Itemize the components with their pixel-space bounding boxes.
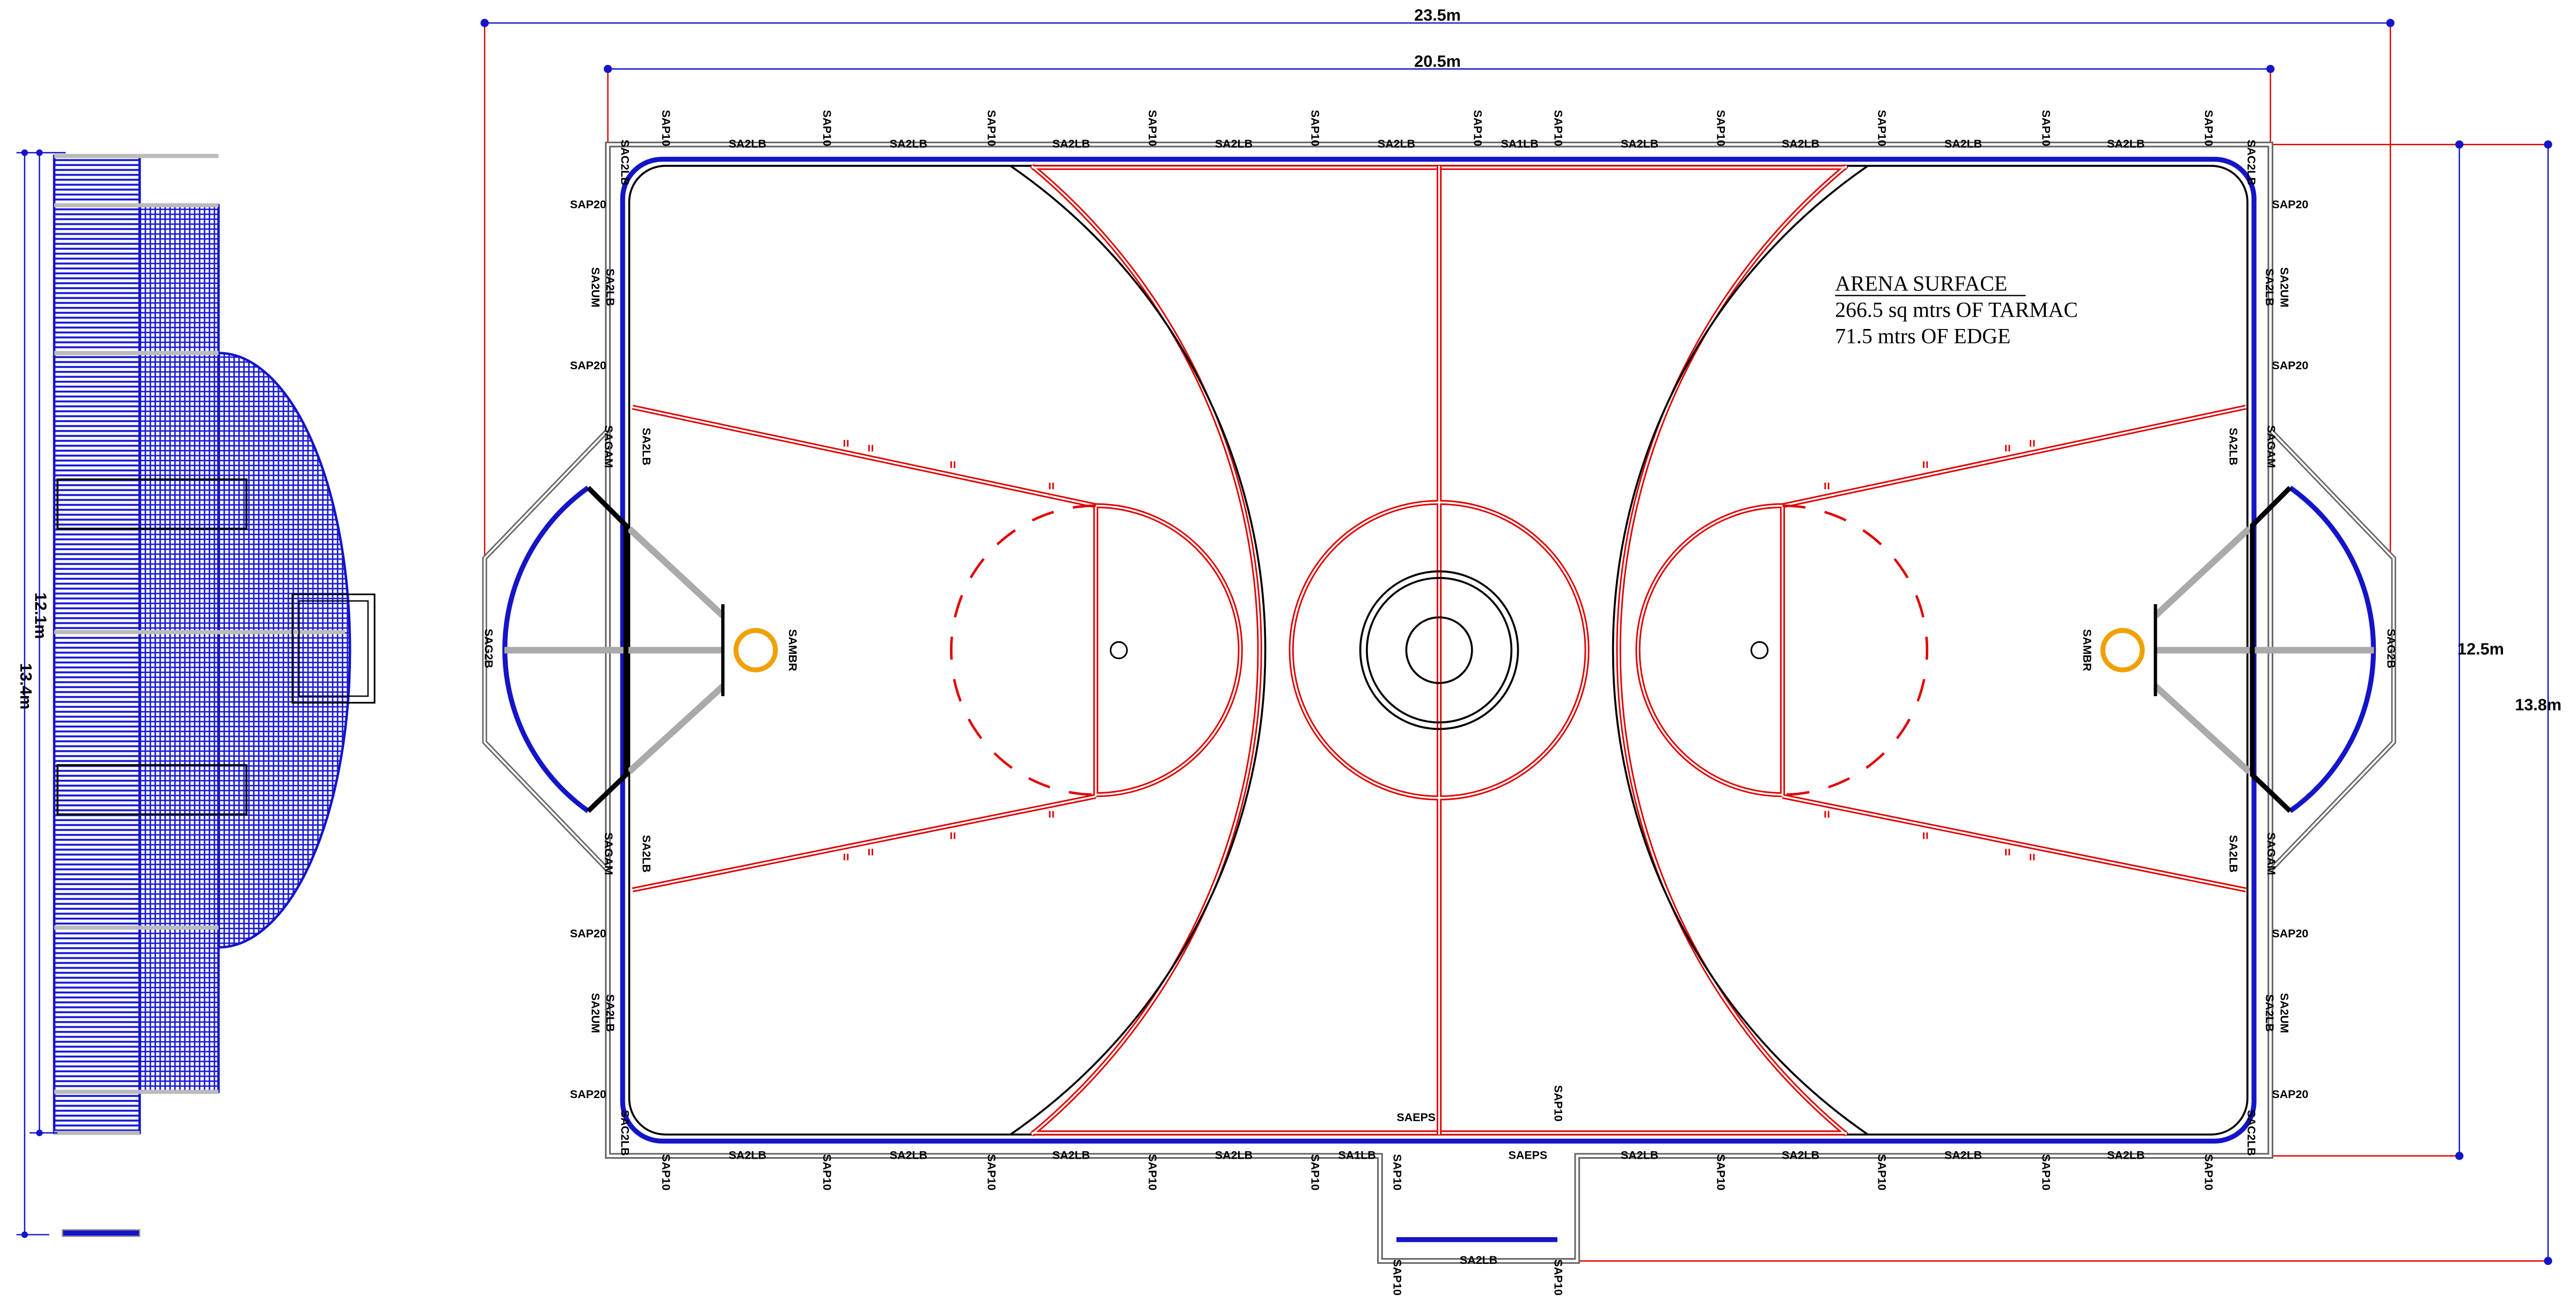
part-label: SAP10	[660, 110, 672, 147]
drawing: 12.1m 13.4m 23.5m 20.5m 12.5m 13.8m AREN…	[0, 0, 2576, 1302]
part-label: SA2LB	[1944, 1149, 1982, 1161]
part-label: SA2UM	[589, 993, 602, 1033]
part-label: SAP10	[2202, 1154, 2215, 1190]
part-label: SAP20	[570, 359, 606, 372]
part-label: SA2LB	[1215, 137, 1253, 150]
part-label: SAP10	[1875, 1154, 1888, 1190]
part-label: SAP10	[1714, 1154, 1727, 1190]
part-label: SAP10	[1308, 110, 1321, 147]
part-label: SAC2LB	[2245, 140, 2258, 186]
part-label: SAC2LB	[619, 140, 632, 186]
part-label: SA2LB	[1460, 1254, 1497, 1267]
part-label: SA2LB	[2227, 428, 2240, 465]
part-label: SA2LB	[1215, 1149, 1253, 1161]
dimension: 20.5m	[1414, 52, 1461, 70]
part-label: SAP20	[2272, 359, 2308, 372]
part-label: SA2LB	[1944, 137, 1982, 150]
part-label: SA2LB	[729, 137, 766, 150]
part-label: SAGAM	[2265, 832, 2278, 875]
part-label: SAP10	[660, 1154, 672, 1190]
part-label: SAP10	[2040, 1154, 2053, 1190]
part-label: SAP10	[1308, 1154, 1321, 1190]
part-label: SA1LB	[1338, 1149, 1375, 1161]
part-label: SA2UM	[589, 267, 602, 308]
part-label: SA2LB	[1052, 1149, 1090, 1161]
part-label: SA2LB	[640, 428, 653, 465]
part-label: SA2LB	[2263, 268, 2276, 306]
part-label: SAP10	[821, 1154, 833, 1190]
part-label: SAC2LB	[2245, 1110, 2258, 1156]
part-label: SAP20	[2272, 198, 2308, 211]
part-label: SAP10	[1552, 1085, 1564, 1122]
part-label: SA2LB	[890, 137, 927, 150]
part-label: SA2LB	[604, 994, 617, 1032]
part-label: SAMBR	[786, 629, 799, 671]
part-label: SA2LB	[1378, 137, 1415, 150]
part-label: SAP10	[2040, 110, 2053, 147]
part-label: SA2LB	[2263, 994, 2276, 1032]
note-line: 71.5 mtrs OF EDGE	[1835, 324, 2010, 348]
part-label: SAP10	[1552, 1259, 1564, 1296]
part-label: SA2LB	[1782, 1149, 1819, 1161]
dimension: 13.8m	[2515, 696, 2562, 714]
note: ARENA SURFACE 266.5 sq mtrs OF TARMAC 71…	[1835, 272, 2078, 348]
part-label: SAP20	[2272, 1088, 2308, 1101]
part-label: SAP10	[985, 110, 998, 147]
part-label: SA2LB	[1621, 1149, 1658, 1161]
part-label: SA2LB	[729, 1149, 766, 1161]
part-label: SA2LB	[1621, 137, 1658, 150]
part-label: SAP10	[985, 1154, 998, 1190]
dimension: 13.4m	[17, 663, 35, 709]
part-label: SAP10	[1391, 1259, 1403, 1296]
part-label: SA2UM	[2278, 267, 2290, 308]
part-label: SAP10	[1714, 110, 1727, 147]
part-label: SA2LB	[2107, 137, 2145, 150]
side-view: 12.1m 13.4m	[17, 149, 375, 1238]
part-label: SAC2LB	[619, 1110, 632, 1156]
part-label: SAP20	[2272, 927, 2308, 940]
part-label: SAP10	[1146, 1154, 1159, 1190]
part-label: SAP10	[1146, 110, 1159, 147]
part-label: SAGAM	[602, 832, 615, 875]
part-label: SAP10	[1875, 110, 1888, 147]
part-label: SAEPS	[1509, 1149, 1548, 1161]
note-title: ARENA SURFACE	[1835, 272, 2007, 296]
dimension: 12.1m	[31, 593, 49, 639]
part-label: SA2LB	[640, 835, 653, 873]
part-label: SAP10	[1552, 110, 1564, 147]
part-label: SA2LB	[2107, 1149, 2145, 1161]
note-line: 266.5 sq mtrs OF TARMAC	[1835, 298, 2078, 321]
part-label: SAP10	[1471, 110, 1484, 147]
part-label: SAP10	[2202, 110, 2215, 147]
part-label: SAP10	[821, 110, 833, 147]
part-label: SAP20	[570, 198, 606, 211]
page: 12.1m 13.4m 23.5m 20.5m 12.5m 13.8m AREN…	[0, 0, 2576, 1302]
part-label: SA2UM	[2278, 993, 2290, 1033]
part-label: SAMBR	[2081, 629, 2094, 671]
dimension: 23.5m	[1414, 6, 1461, 25]
part-label: SA1LB	[1501, 137, 1539, 150]
part-label: SA2LB	[2227, 835, 2240, 873]
part-label: SAEPS	[1396, 1111, 1436, 1124]
part-label: SA2LB	[1782, 137, 1819, 150]
part-label: SAGAM	[602, 425, 615, 468]
dimension: 12.5m	[2457, 640, 2504, 659]
court	[485, 144, 2394, 1261]
part-label: SAP20	[570, 927, 606, 940]
part-label: SAP20	[570, 1088, 606, 1101]
part-label: SAG2B	[482, 629, 495, 669]
part-label: SA2LB	[1052, 137, 1090, 150]
part-label: SAGAM	[2265, 425, 2278, 468]
part-label: SA2LB	[890, 1149, 927, 1161]
part-label: SAG2B	[2384, 629, 2397, 669]
part-label: SA2LB	[604, 268, 617, 306]
part-label: SAP10	[1391, 1154, 1403, 1190]
